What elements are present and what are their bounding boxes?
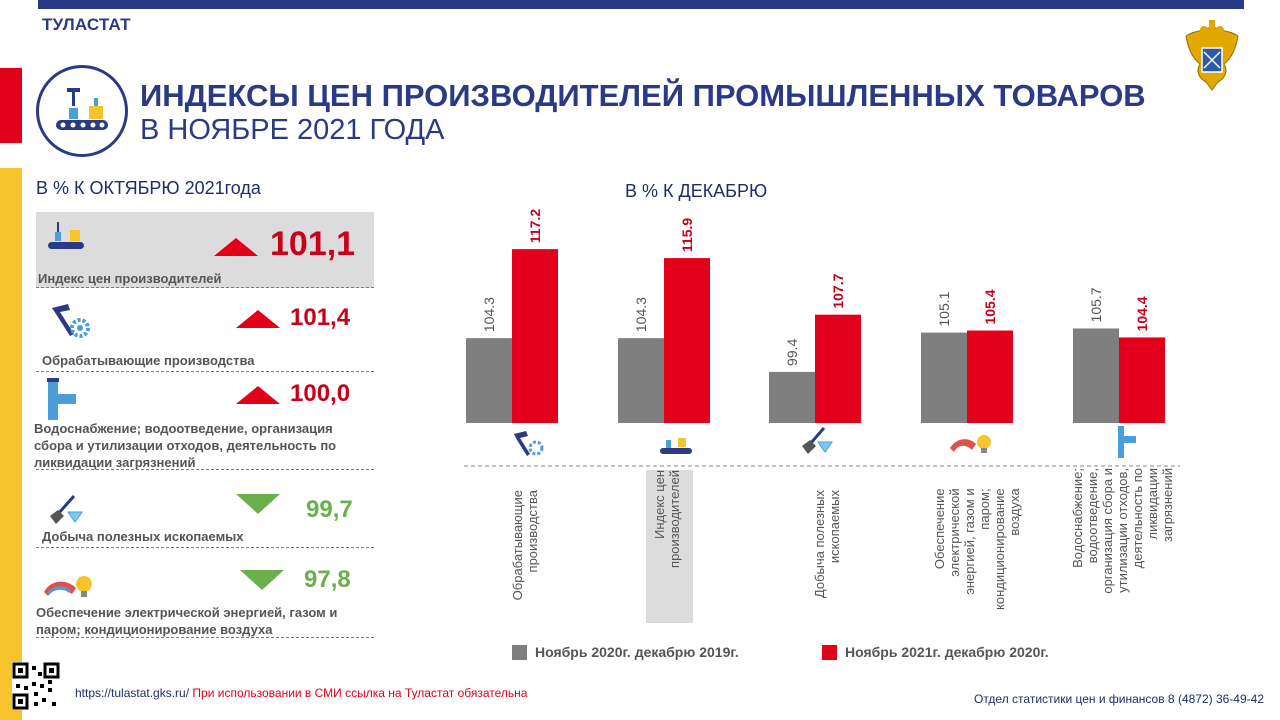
legend-label: Ноябрь 2020г. декабрю 2019г. xyxy=(535,644,739,660)
indicator-value: 97,8 xyxy=(304,566,351,593)
indicator-value: 101,4 xyxy=(290,304,351,331)
emblem-icon xyxy=(1176,18,1248,96)
indicator-row-manufacturing: 101,4 Обрабатывающие производства xyxy=(36,296,374,372)
data-label: 105.1 xyxy=(936,291,952,326)
bar-nov2020 xyxy=(769,371,815,423)
pipe-icon xyxy=(46,378,78,427)
indicator-label: Индекс цен производителей xyxy=(38,271,222,286)
data-label: 104.3 xyxy=(481,297,497,332)
indicator-row-water: 100,0 Водоснабжение; водоотведение, орга… xyxy=(34,372,374,470)
red-accent-bar xyxy=(0,68,22,143)
bar-nov2020 xyxy=(921,332,967,423)
legend-swatch xyxy=(822,644,837,660)
decrease-arrow-icon xyxy=(240,570,284,590)
legend-swatch xyxy=(512,644,527,660)
legend-label: Ноябрь 2021г. декабрю 2020г. xyxy=(845,644,1049,660)
top-bar xyxy=(38,0,1244,9)
category-label: Обрабатывающие производства xyxy=(510,490,540,601)
pipe-icon xyxy=(1118,426,1136,458)
bulb-flame-icon xyxy=(42,572,94,609)
row-divider xyxy=(36,469,374,470)
indicator-label: Обрабатывающие производства xyxy=(42,353,255,368)
hammer-gear-icon xyxy=(46,300,92,345)
page-subtitle: В НОЯБРЕ 2021 ГОДА xyxy=(140,114,445,146)
increase-arrow-icon xyxy=(236,386,280,404)
footer-links: https://tulastat.gks.ru/ При использован… xyxy=(75,686,527,700)
data-label: 104.4 xyxy=(1134,296,1150,331)
row-divider xyxy=(36,287,374,288)
category-highlight xyxy=(646,470,693,623)
bar-nov2021 xyxy=(512,249,558,423)
category-label: Индекс цен производителей xyxy=(652,470,682,568)
hammer-gear-icon xyxy=(514,431,544,456)
conveyor-icon xyxy=(660,438,692,454)
data-label: 105.7 xyxy=(1088,287,1104,322)
indicator-label: Водоснабжение; водоотведение, организаци… xyxy=(34,421,337,470)
increase-arrow-icon xyxy=(214,238,258,256)
page-title: ИНДЕКСЫ ЦЕН ПРОИЗВОДИТЕЛЕЙ ПРОМЫШЛЕННЫХ … xyxy=(140,78,1146,113)
org-name: ТУЛАСТАТ xyxy=(42,15,131,34)
row-divider xyxy=(36,637,374,638)
indicator-value: 99,7 xyxy=(306,496,353,523)
indicator-row-ppi: 101,1 Индекс цен производителей xyxy=(36,212,374,288)
indicator-row-mining: 99,7 Добыча полезных ископаемых xyxy=(36,482,374,548)
data-label: 115.9 xyxy=(679,218,695,252)
data-label: 104.3 xyxy=(633,297,649,332)
department-contact: Отдел статистики цен и финансов 8 (4872)… xyxy=(974,692,1264,706)
category-label: Добыча полезных ископаемых xyxy=(812,490,842,599)
qr-code-icon xyxy=(12,662,60,710)
bar-nov2021 xyxy=(1119,337,1165,423)
bar-nov2020 xyxy=(466,338,512,423)
data-label: 107.7 xyxy=(830,273,846,308)
bar-nov2021 xyxy=(967,330,1013,423)
data-label: 99.4 xyxy=(784,338,800,365)
bar-nov2021 xyxy=(664,258,710,423)
shovel-diamond-icon xyxy=(802,427,833,454)
increase-arrow-icon xyxy=(236,310,280,328)
conveyor-badge-icon xyxy=(36,65,128,157)
legend-item: Ноябрь 2021г. декабрю 2020г. xyxy=(822,644,1049,660)
category-label: Обеспечение электрической энергией, газо… xyxy=(932,488,1022,610)
website-link[interactable]: https://tulastat.gks.ru/ xyxy=(75,686,190,700)
data-label: 105.4 xyxy=(982,289,998,324)
bar-nov2020 xyxy=(1073,328,1119,423)
bulb-flame-icon xyxy=(950,435,991,453)
indicator-value: 101,1 xyxy=(270,225,356,263)
decrease-arrow-icon xyxy=(236,494,280,514)
right-panel-heading: В % К ДЕКАБРЮ xyxy=(625,181,768,201)
bar-nov2020 xyxy=(618,338,664,423)
indicator-label: Добыча полезных ископаемых xyxy=(42,529,244,544)
indicator-value: 100,0 xyxy=(290,380,351,407)
conveyor-icon xyxy=(46,220,86,259)
media-note: При использовании в СМИ ссылка на Туласт… xyxy=(192,686,528,700)
indicator-label: Обеспечение электрической энергией, газо… xyxy=(36,605,338,637)
yellow-accent-bar xyxy=(0,168,22,720)
row-divider xyxy=(36,547,374,548)
row-divider xyxy=(36,371,374,372)
data-label: 117.2 xyxy=(527,209,543,243)
shovel-diamond-icon xyxy=(48,494,84,533)
bar-nov2021 xyxy=(815,314,861,423)
legend-item: Ноябрь 2020г. декабрю 2019г. xyxy=(512,644,739,660)
left-panel-heading: В % К ОКТЯБРЮ 2021года xyxy=(36,178,261,198)
bar-chart: 104.3 104.3 99.4 105.1 105.7 117.2 115.9 107.7 1… xyxy=(464,209,1180,467)
indicator-row-energy: 97,8 Обеспечение электрической энергией,… xyxy=(36,558,374,638)
category-label: Водоснабжение; водоотведение, организаци… xyxy=(1070,468,1175,594)
